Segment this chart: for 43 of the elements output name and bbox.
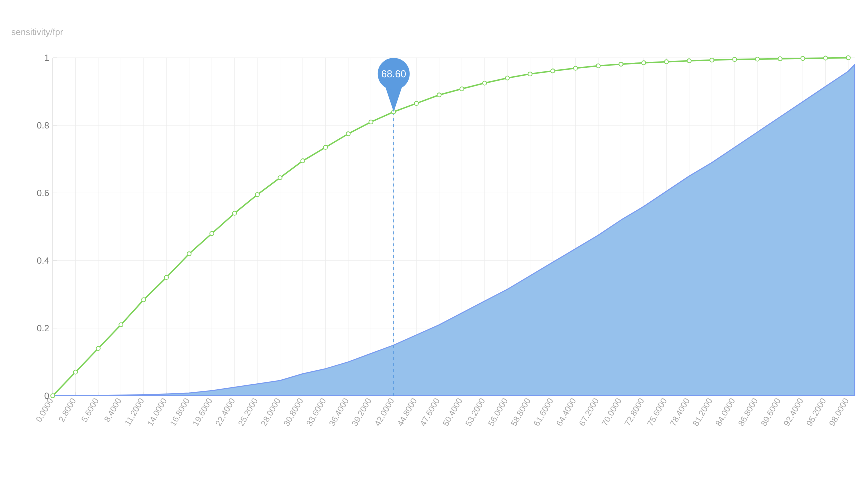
- y-tick-label: 1: [45, 54, 50, 62]
- point: [618, 62, 624, 67]
- point: [846, 56, 851, 60]
- point: [210, 231, 215, 236]
- point: [528, 72, 533, 77]
- point: [778, 56, 783, 62]
- y-tick-label: 0.6: [37, 190, 50, 196]
- point: [278, 176, 283, 180]
- point: [255, 192, 260, 198]
- point: [50, 394, 56, 398]
- point: [164, 275, 170, 280]
- point: [73, 370, 78, 375]
- y-tick-label: 0: [44, 392, 50, 400]
- point: [346, 132, 351, 136]
- point: [232, 211, 238, 216]
- annotation: 68.60: [382, 70, 406, 78]
- point: [823, 56, 828, 61]
- point: [300, 158, 306, 164]
- point: [505, 76, 510, 81]
- point: [436, 92, 442, 98]
- point: [755, 56, 760, 62]
- point: [800, 56, 806, 62]
- point: [482, 80, 488, 86]
- point: [550, 68, 556, 74]
- y-axis-title: sensitivity/fpr: [12, 28, 64, 38]
- point: [118, 322, 124, 328]
- point: [664, 60, 670, 64]
- point: [323, 145, 328, 150]
- point: [460, 86, 465, 92]
- point: [710, 58, 715, 63]
- y-tick-label: 0.2: [37, 325, 50, 332]
- point: [186, 252, 192, 256]
- point: [732, 57, 738, 62]
- point: [414, 101, 420, 106]
- point: [96, 346, 101, 352]
- y-tick-label: 0.8: [37, 122, 50, 129]
- point: [368, 120, 374, 125]
- point: [687, 58, 692, 64]
- point: [596, 64, 601, 69]
- point: [573, 66, 578, 71]
- point: [642, 60, 646, 66]
- y-tick-label: 0.4: [37, 258, 50, 264]
- point: [142, 298, 146, 302]
